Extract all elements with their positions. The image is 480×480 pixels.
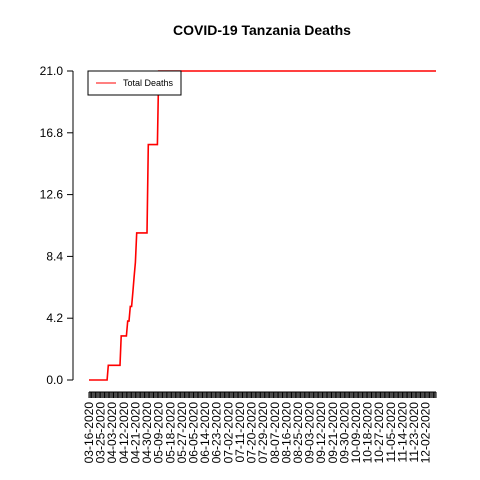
- y-tick-label: 8.4: [46, 249, 63, 263]
- x-tick-label: 04-21-2020: [128, 402, 142, 464]
- x-tick-label: 06-05-2020: [186, 402, 200, 464]
- x-tick-label: 03-16-2020: [82, 402, 96, 464]
- x-tick-label: 05-18-2020: [163, 402, 177, 464]
- y-tick-label: 12.6: [40, 188, 64, 202]
- x-tick-label: 04-30-2020: [140, 402, 154, 464]
- y-tick-label: 21.0: [40, 64, 64, 78]
- x-tick-label: 09-30-2020: [337, 402, 351, 464]
- x-tick-label: 06-23-2020: [210, 402, 224, 464]
- x-tick-label: 10-09-2020: [349, 402, 363, 464]
- x-tick-label: 11-05-2020: [384, 402, 398, 463]
- y-tick-label: 4.2: [46, 311, 63, 325]
- x-tick-label: 04-12-2020: [117, 402, 131, 464]
- legend: Total Deaths: [87, 70, 182, 96]
- chart-title: COVID-19 Tanzania Deaths: [173, 22, 351, 38]
- series-layer: [89, 70, 436, 381]
- x-tick-label: 07-02-2020: [221, 402, 235, 464]
- x-tick-label: 03-25-2020: [94, 402, 108, 464]
- y-tick-label: 0.0: [46, 373, 63, 387]
- series-line-total-deaths: [89, 70, 436, 381]
- x-tick-label: 11-23-2020: [407, 402, 421, 463]
- x-tick-label: 09-12-2020: [314, 402, 328, 464]
- x-tick-label: 05-09-2020: [152, 402, 166, 464]
- x-tick-label: 12-02-2020: [419, 402, 433, 464]
- legend-label-total-deaths: Total Deaths: [123, 78, 174, 88]
- x-tick-label: 07-20-2020: [245, 402, 259, 464]
- x-tick-label: 07-29-2020: [256, 402, 270, 464]
- y-axis: 0.0 4.2 8.4 12.6 16.8 21.0: [40, 64, 74, 387]
- x-tick-label: 09-21-2020: [326, 402, 340, 464]
- x-tick-label: 10-27-2020: [372, 402, 386, 464]
- x-tick-label: 04-03-2020: [105, 402, 119, 464]
- x-tick-label: 09-03-2020: [303, 402, 317, 464]
- x-tick-label: 11-14-2020: [395, 402, 409, 463]
- x-axis: 03-16-202003-25-202004-03-202004-12-2020…: [82, 391, 437, 464]
- x-tick-label: 05-27-2020: [175, 402, 189, 464]
- x-tick-label: 08-16-2020: [279, 402, 293, 464]
- y-tick-label: 16.8: [40, 126, 64, 140]
- x-tick-label: 08-25-2020: [291, 402, 305, 464]
- x-tick-label: 07-11-2020: [233, 402, 247, 463]
- x-tick-label: 08-07-2020: [268, 402, 282, 464]
- x-tick-label: 06-14-2020: [198, 402, 212, 464]
- x-tick-label: 10-18-2020: [361, 402, 375, 464]
